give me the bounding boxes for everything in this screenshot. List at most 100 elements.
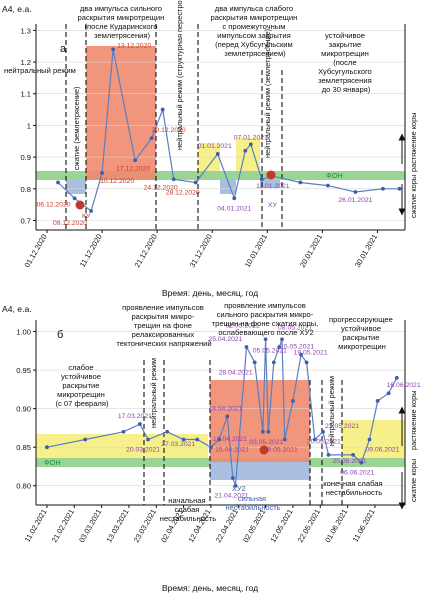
data-point: [83, 437, 88, 442]
data-label: 13.12.2020: [117, 42, 151, 49]
x-tick-label: 21.12.2020: [133, 233, 159, 270]
data-point: [193, 180, 198, 185]
data-label: 06.06.2021: [340, 470, 374, 477]
data-label: 25.05.2021: [332, 458, 366, 465]
data-point: [72, 196, 77, 201]
x-tick-label: 11.06.2021: [351, 508, 377, 544]
x-tick-label: 23.03.2021: [132, 508, 158, 545]
data-point: [149, 136, 154, 140]
x-tick-label: 31.12.2020: [188, 233, 214, 270]
data-point: [266, 429, 271, 434]
data-point: [381, 186, 385, 191]
data-point: [260, 429, 265, 434]
data-point: [359, 460, 364, 465]
data-label: 03.05.2021: [249, 439, 283, 446]
chart-panel-a: A4, е.а. 0.7 0.8 0.9 1 1.1 1.2 1.3 01.12.2020 1…: [2, 0, 418, 298]
data-label: 26.01.2021: [338, 197, 372, 204]
y-tick-label: 0.95: [16, 366, 31, 375]
data-label: 17.12.2020: [116, 165, 150, 172]
data-point: [248, 142, 253, 147]
y-tick-label: 1.2: [20, 58, 31, 67]
data-point: [209, 445, 213, 450]
data-point: [171, 177, 176, 182]
data-point: [282, 437, 287, 442]
data-label: 08.05.2021: [278, 324, 312, 331]
panel-b-progress: прогрессирующее устойчивое раскрытие мик…: [329, 315, 395, 351]
panel-b-strong: сильная нестабильность: [226, 494, 281, 512]
data-point: [215, 152, 220, 156]
panel-a-fon-label: ФОН: [326, 171, 343, 180]
data-point: [160, 107, 165, 112]
y-tick-label: 1.3: [20, 26, 31, 35]
data-point: [243, 148, 248, 153]
data-point: [133, 158, 138, 163]
data-point: [280, 337, 284, 342]
panel-b-compress-bg: проявление импульсов сильного раскрытия …: [212, 301, 321, 337]
data-label: 09.06.2021: [365, 446, 399, 453]
data-point: [277, 345, 282, 349]
data-point: [121, 429, 126, 434]
data-label: 07.01.2021: [234, 134, 268, 141]
panel-a-compress: сжатие коры: [409, 175, 418, 218]
data-point: [100, 171, 104, 175]
panel-b-xlabel: Время: день, месяц, год: [162, 583, 258, 593]
panel-a-neutral-eq: нейтральный режим (землетрясение): [263, 29, 272, 158]
y-tick-label: 0.8: [20, 185, 31, 194]
panel-a-fon-band: [36, 171, 405, 180]
data-point: [299, 352, 304, 357]
panel-b-yticks: 0.80 0.85 0.90 0.95 1.00: [16, 328, 36, 491]
panel-a-stretch: растяжение коры: [409, 112, 418, 172]
x-tick-label: 01.12.2020: [22, 233, 48, 270]
data-label: 23.05.2021: [325, 423, 359, 430]
panel-a-series: 06.12.2020 09.12.2020 10.12.2020 13.12.2020…: [37, 42, 402, 227]
y-tick-label: 0.90: [16, 405, 31, 414]
data-point: [230, 476, 235, 480]
series-line: [46, 339, 398, 486]
data-point: [252, 360, 257, 365]
data-point: [259, 177, 264, 182]
panel-b-khu2-label: ХУ2: [232, 484, 246, 493]
data-label: 20.03.2021: [126, 446, 160, 453]
data-label: 21.04.2021: [215, 493, 249, 500]
x-tick-label: 12.05.2021: [268, 508, 294, 545]
panel-a-neutral-struct: нейтральный режим (структурная перестрой…: [175, 0, 184, 150]
data-label: 11.01.2021: [256, 183, 290, 190]
data-point: [165, 429, 170, 434]
data-point: [321, 429, 325, 434]
data-point: [312, 437, 317, 442]
data-point: [291, 399, 295, 403]
data-label: 06.12.2020: [37, 201, 71, 208]
data-point: [45, 445, 49, 450]
panel-b-blue-zone: [210, 462, 310, 480]
x-tick-label: 20.01.2021: [298, 233, 324, 270]
data-label: 20.12.2020: [152, 127, 186, 134]
data-point: [386, 391, 391, 396]
data-point: [353, 190, 358, 194]
data-point: [375, 399, 380, 403]
data-label: 24.12.2020: [144, 184, 178, 191]
data-label: 02.05.2021: [226, 322, 260, 329]
data-label: 09.05.2021: [264, 446, 298, 453]
panel-b-end-weak: конечная слабая нестабильность: [323, 479, 384, 497]
y-tick-label: 0.7: [20, 216, 31, 225]
panel-a-stable-close: устойчивое закрытие микротрещин (после Х…: [318, 31, 374, 94]
panel-b-compress: сжатие коры: [409, 459, 418, 502]
panel-b-neutral1: нейтральный режим: [149, 358, 158, 428]
data-point: [271, 360, 276, 365]
panel-a-neutral1: нейтральный режим: [4, 66, 76, 75]
y-tick-label: 0.80: [16, 482, 31, 491]
y-tick-label: 1.00: [16, 328, 31, 337]
data-label: 28.12.2020: [166, 189, 200, 196]
data-label: 01.01.2021: [198, 143, 232, 150]
panel-a-ylabel: A4, е.а.: [2, 4, 32, 14]
data-point: [326, 452, 331, 457]
panel-a-blue-zone-1: [66, 180, 86, 194]
data-label: 18.04.2021: [208, 405, 242, 412]
panel-b-dashes: [143, 360, 343, 505]
data-label: 28.04.2021: [219, 369, 253, 376]
panel-a-red-zone: [86, 46, 156, 180]
data-label: 04.01.2021: [217, 205, 251, 212]
data-point: [304, 360, 309, 365]
data-point: [181, 437, 186, 442]
